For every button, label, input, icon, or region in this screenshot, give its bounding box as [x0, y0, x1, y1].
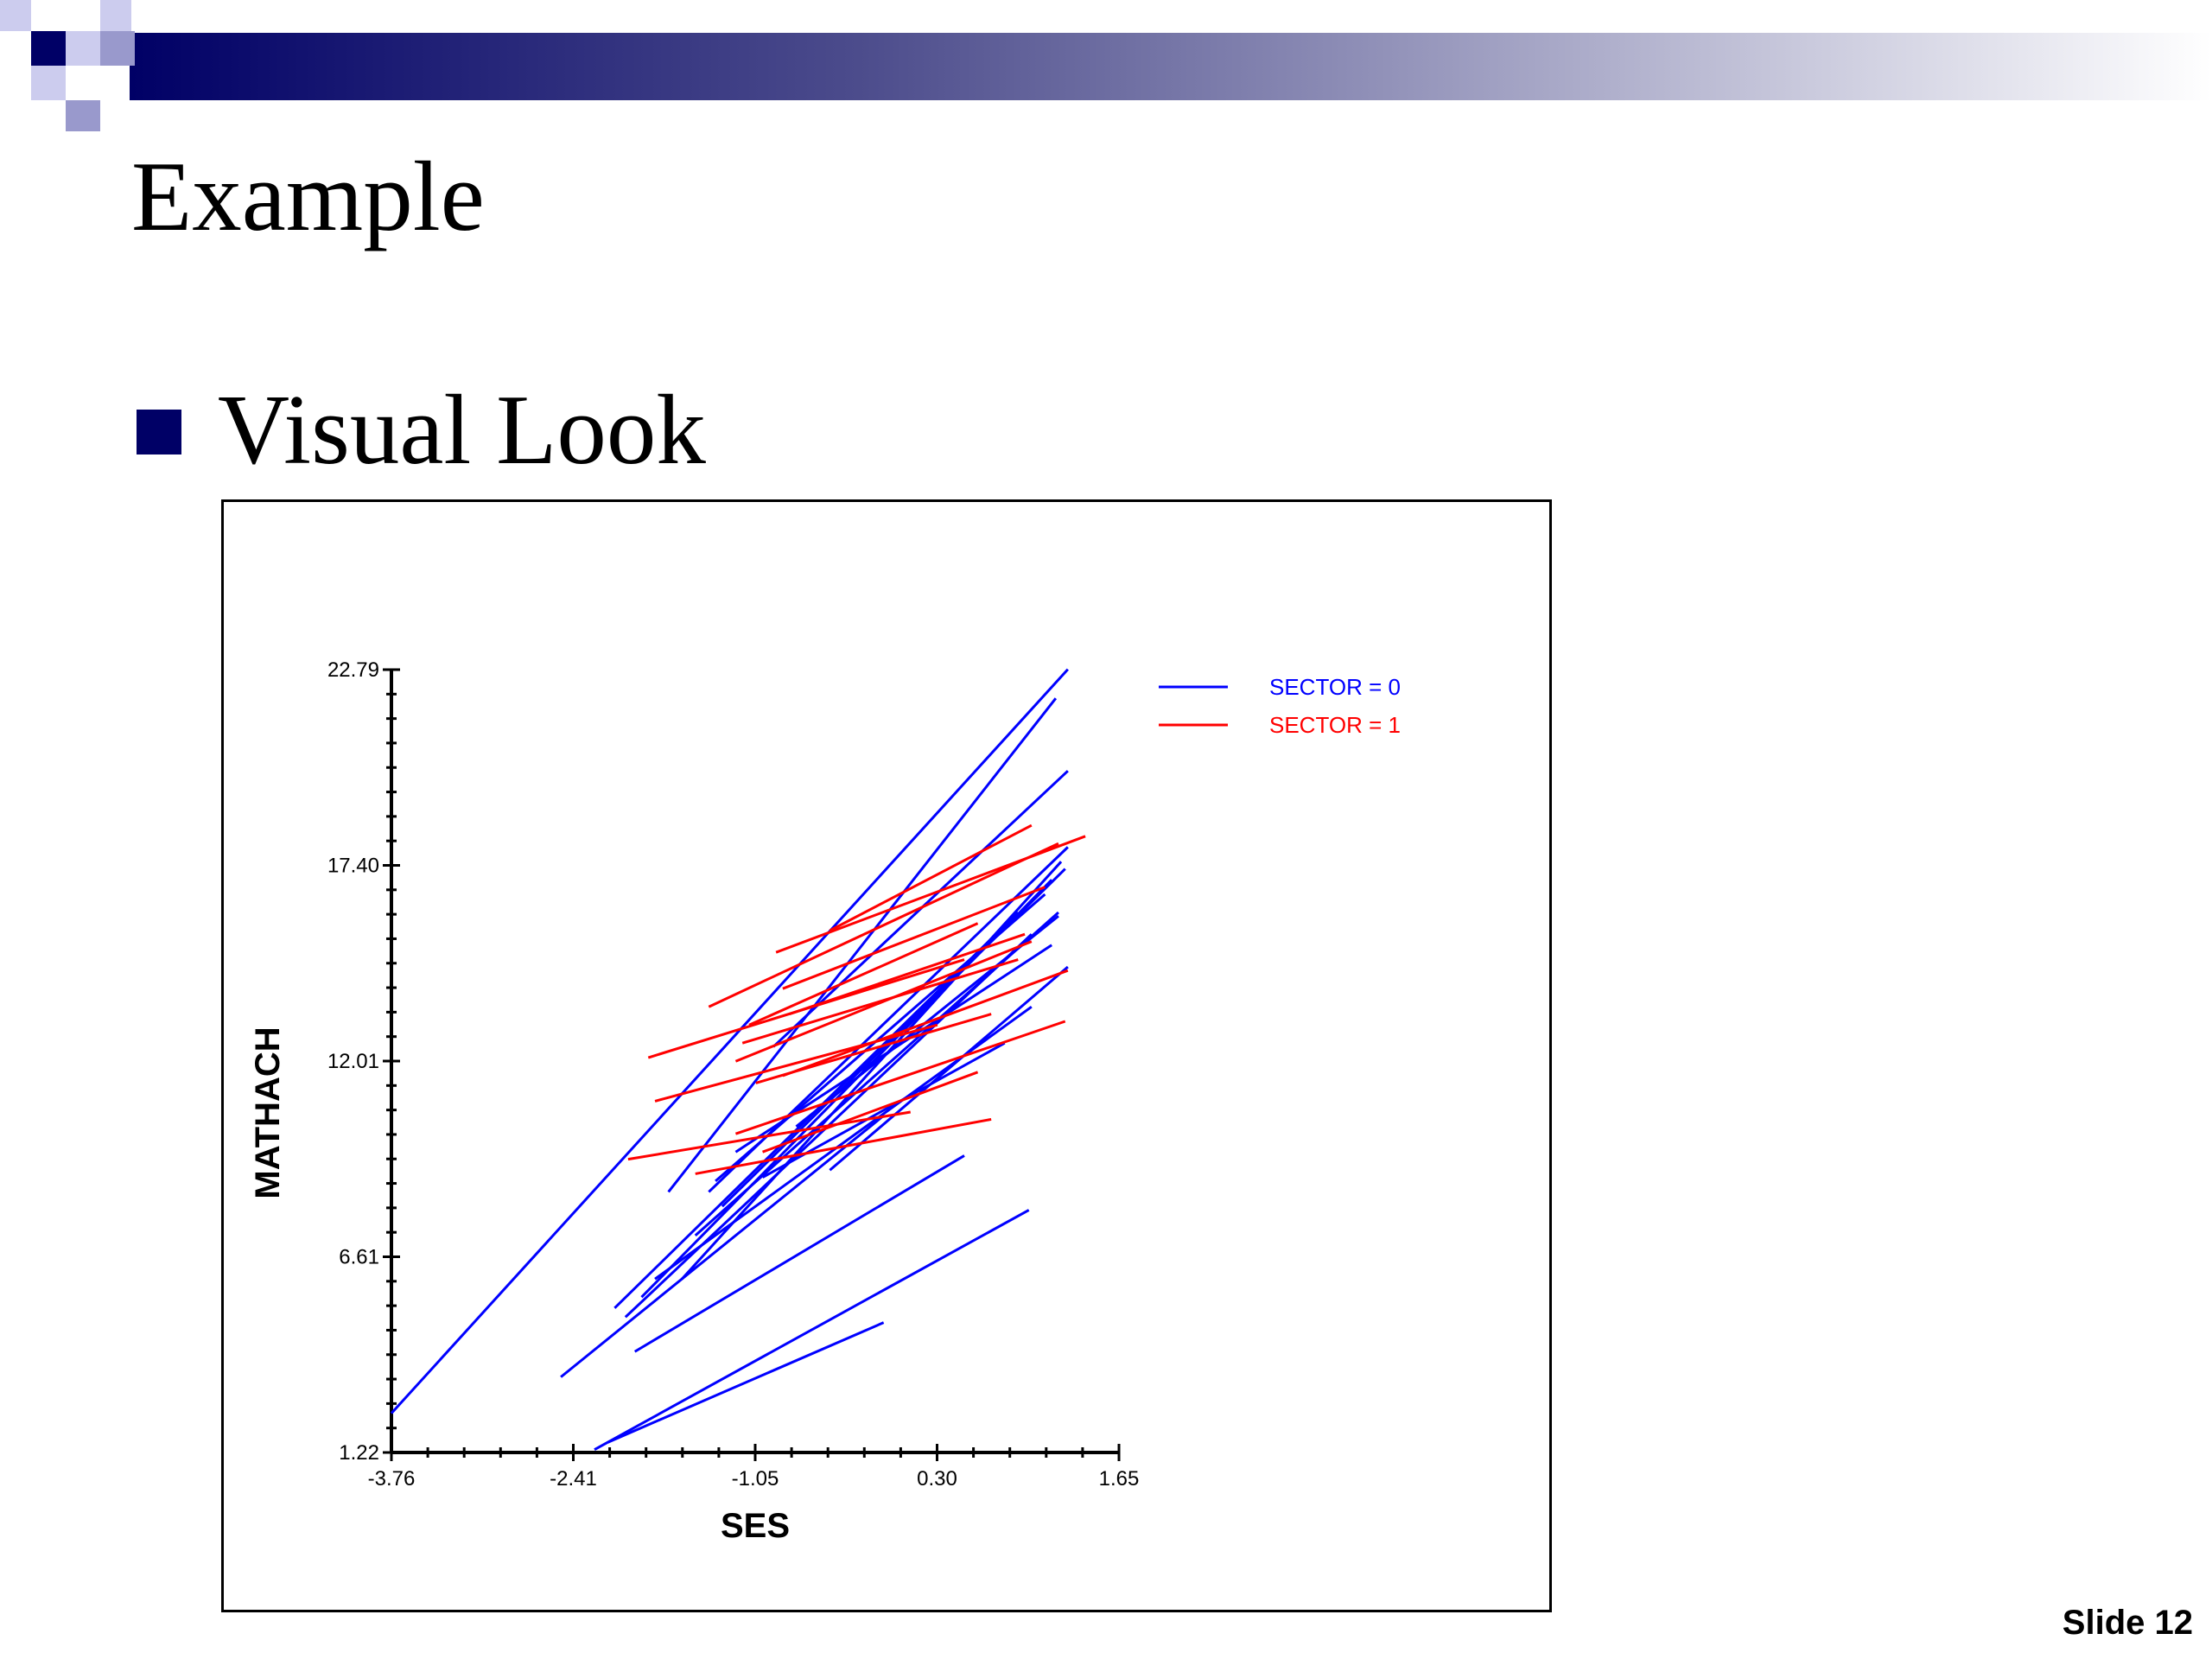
- series-1-line: [708, 842, 1059, 1008]
- series-0-line: [829, 965, 1069, 1172]
- chart-frame: 1.22 6.61 12.01 17.40 22.79 -3.76 -2.41 -1.05 0.…: [221, 499, 1552, 1612]
- square-bullet-icon: [137, 410, 181, 454]
- series-0-line: [594, 1209, 1030, 1451]
- series-1-line: [748, 922, 979, 1027]
- legend-label: SECTOR = 0: [1269, 674, 1401, 700]
- slide-title: Example: [131, 142, 485, 251]
- y-tick-label: 17.40: [327, 855, 379, 878]
- header-decoration: [0, 0, 2212, 131]
- series-0-line: [560, 1115, 885, 1378]
- x-axis-title: SES: [721, 1507, 790, 1545]
- series-1-line: [755, 1013, 992, 1084]
- series-0-line: [633, 1154, 965, 1353]
- series-1-line: [627, 1110, 912, 1161]
- x-tick-label: 0.30: [917, 1467, 957, 1491]
- series-1-line: [775, 835, 1086, 954]
- series-0-line: [734, 944, 1053, 1154]
- y-tick-label: 22.79: [327, 658, 379, 682]
- y-tick-label: 12.01: [327, 1050, 379, 1073]
- series-1-line: [782, 886, 1046, 990]
- x-tick-label: -2.41: [550, 1467, 597, 1491]
- y-axis-title: MATHACH: [249, 1027, 287, 1198]
- x-tick-label: 1.65: [1099, 1467, 1140, 1491]
- slide-number: Slide 12: [2062, 1604, 2193, 1642]
- series-0-line: [715, 893, 1046, 1182]
- series-1-line: [782, 969, 1069, 1077]
- series-0-line: [667, 697, 1058, 1193]
- series-1-line: [734, 1020, 1066, 1135]
- y-tick-label: 6.61: [339, 1246, 379, 1269]
- y-tick-label: 1.22: [339, 1441, 379, 1465]
- series-1-line: [654, 1023, 938, 1103]
- series-1-line: [647, 958, 965, 1059]
- x-tick-label: -1.05: [732, 1467, 779, 1491]
- series-0-line: [390, 668, 1069, 1414]
- series-0-line: [681, 861, 1063, 1281]
- mathach-ses-chart: 1.22 6.61 12.01 17.40 22.79 -3.76 -2.41 -1.05 0.…: [249, 658, 1401, 1545]
- series-1-line: [695, 1117, 992, 1175]
- series-0-line: [607, 1321, 885, 1444]
- series-1-line: [741, 958, 1019, 1045]
- x-tick-label: -3.76: [368, 1467, 416, 1491]
- series-1-line: [829, 823, 1033, 932]
- series-1-line: [762, 1071, 979, 1154]
- bullet-text: Visual Look: [218, 375, 706, 485]
- legend-label: SECTOR = 1: [1269, 712, 1401, 738]
